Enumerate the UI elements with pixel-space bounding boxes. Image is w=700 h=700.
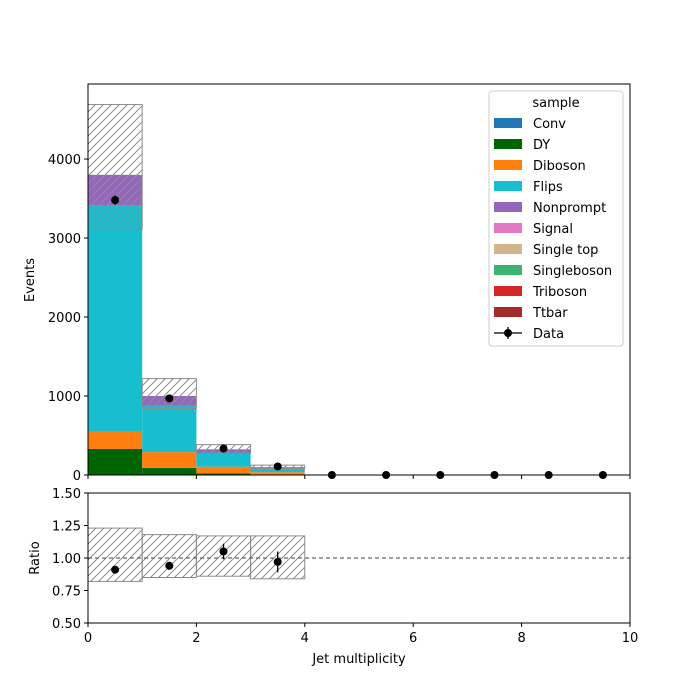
ratio-panel: 0.50 0.75 1.00 1.25 1.50 0 2 4 6 8 10 Ratio Jet m… bbox=[28, 487, 638, 667]
legend-swatch-diboson bbox=[494, 160, 522, 170]
x-tick-label: 10 bbox=[622, 631, 639, 646]
y-tick-label: 1000 bbox=[48, 390, 81, 405]
y-tick-label: 0 bbox=[73, 469, 81, 484]
legend-swatch-singleboson bbox=[494, 265, 522, 275]
bar-diboson bbox=[196, 466, 251, 474]
bar-flips bbox=[88, 205, 143, 432]
bar-flips bbox=[142, 405, 197, 453]
ratio-y-tick-label: 0.75 bbox=[52, 585, 81, 600]
uncertainty-band-bin bbox=[87, 104, 143, 230]
uncertainty-band-bin bbox=[141, 378, 197, 410]
bar-dy bbox=[142, 467, 197, 475]
legend-swatch-nonprompt bbox=[494, 202, 522, 212]
legend-label-singleboson: Singleboson bbox=[533, 264, 612, 279]
bar-flips bbox=[196, 452, 251, 467]
legend-label-data: Data bbox=[533, 327, 564, 342]
data-point bbox=[165, 394, 174, 403]
bar-flips bbox=[250, 468, 305, 473]
bottom-y-axis-ticks: 0.50 0.75 1.00 1.25 1.50 bbox=[52, 487, 88, 632]
ratio-point bbox=[273, 557, 282, 566]
ratio-y-tick-label: 1.50 bbox=[52, 487, 81, 502]
ratio-point bbox=[165, 561, 174, 570]
ratio-point bbox=[219, 547, 228, 556]
legend-swatch-single-top bbox=[494, 244, 522, 254]
bar-diboson bbox=[142, 452, 197, 468]
bar-dy bbox=[196, 473, 251, 475]
legend-swatch-signal bbox=[494, 223, 522, 233]
x-tick-label: 4 bbox=[301, 631, 309, 646]
bar-diboson bbox=[88, 431, 143, 449]
legend-label-ttbar: Ttbar bbox=[532, 306, 568, 321]
data-point bbox=[219, 444, 228, 453]
top-y-axis-ticks: 0 1000 2000 3000 4000 bbox=[48, 153, 88, 484]
legend-swatch-ttbar bbox=[494, 307, 522, 317]
y-tick-label: 3000 bbox=[48, 232, 81, 247]
bottom-y-axis-title: Ratio bbox=[28, 541, 43, 574]
x-axis-title: Jet multiplicity bbox=[311, 652, 406, 667]
y-tick-label: 2000 bbox=[48, 311, 81, 326]
bar-dy bbox=[88, 448, 143, 475]
data-point bbox=[273, 462, 282, 471]
legend: sample Conv DY Diboson Flips Nonprompt Signal… bbox=[488, 90, 624, 347]
data-point bbox=[111, 196, 120, 205]
x-tick-label: 8 bbox=[517, 631, 525, 646]
legend-label-signal: Signal bbox=[533, 222, 573, 237]
x-tick-label: 6 bbox=[409, 631, 417, 646]
top-plot-border bbox=[87, 83, 631, 476]
ratio-points bbox=[111, 543, 282, 574]
legend-swatch-flips bbox=[494, 181, 522, 191]
top-y-axis-title: Events bbox=[23, 258, 38, 302]
legend-label-conv: Conv bbox=[533, 117, 566, 132]
bar-diboson bbox=[250, 472, 305, 475]
legend-label-triboson: Triboson bbox=[532, 285, 587, 300]
legend-swatch-triboson bbox=[494, 286, 522, 296]
legend-swatch-dy bbox=[494, 139, 522, 149]
y-tick-label: 4000 bbox=[48, 153, 81, 168]
bottom-x-axis-ticks: 0 2 4 6 8 10 bbox=[84, 623, 638, 646]
legend-label-flips: Flips bbox=[533, 180, 563, 195]
ratio-band-bin bbox=[141, 534, 197, 578]
top-x-axis-ticks bbox=[87, 475, 631, 479]
ratio-y-tick-label: 0.50 bbox=[52, 617, 81, 632]
ratio-y-tick-label: 1.00 bbox=[52, 552, 81, 567]
legend-swatch-conv bbox=[494, 118, 522, 128]
x-tick-label: 2 bbox=[192, 631, 200, 646]
legend-box bbox=[488, 90, 624, 347]
legend-title: sample bbox=[532, 96, 579, 111]
legend-marker-data bbox=[504, 329, 512, 337]
legend-label-diboson: Diboson bbox=[533, 159, 586, 174]
legend-label-nonprompt: Nonprompt bbox=[533, 201, 606, 216]
ratio-point bbox=[111, 565, 120, 574]
legend-label-single-top: Single top bbox=[533, 243, 598, 258]
ratio-y-tick-label: 1.25 bbox=[52, 520, 81, 535]
ratio-uncertainty-band bbox=[87, 527, 306, 582]
x-tick-label: 0 bbox=[84, 631, 92, 646]
legend-label-dy: DY bbox=[533, 138, 550, 153]
